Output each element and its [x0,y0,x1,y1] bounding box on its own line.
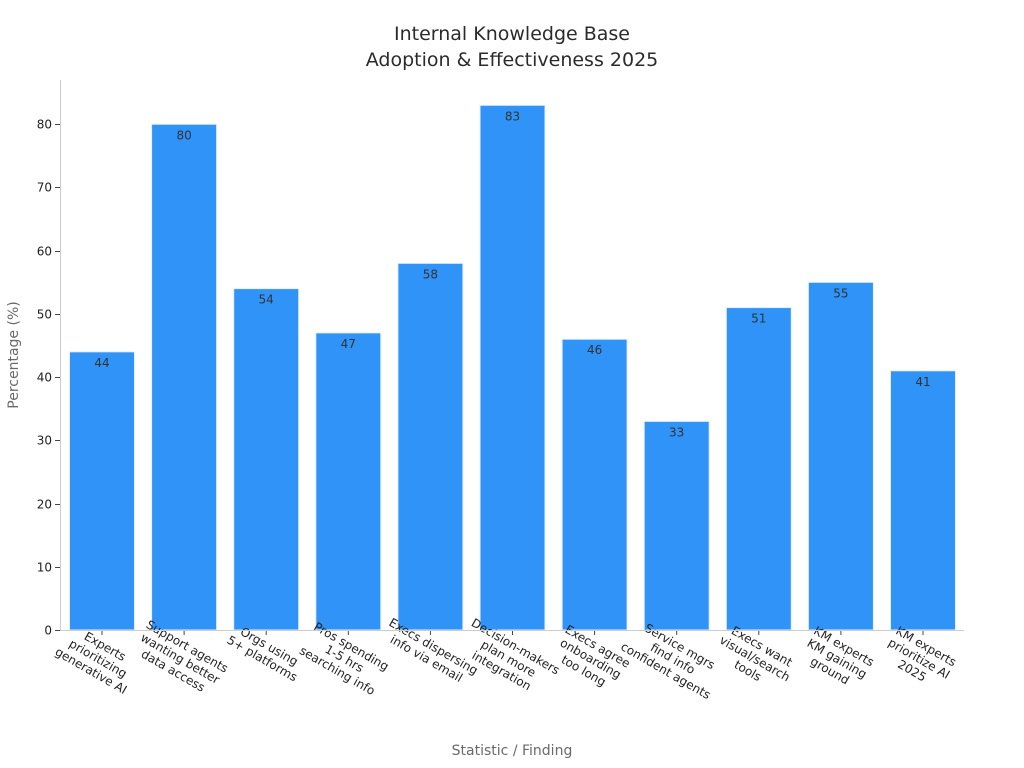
bar-value-label: 41 [915,375,930,389]
bar-value-label: 80 [176,128,191,142]
y-tick-label: 20 [37,498,52,512]
bar-value-label: 46 [587,343,602,357]
bar [643,420,710,631]
y-tick-label: 50 [37,308,52,322]
chart-title: Internal Knowledge Base Adoption & Effec… [366,23,659,71]
x-axis-label: Statistic / Finding [452,743,573,759]
bar-value-label: 83 [505,109,520,123]
y-tick-label: 0 [44,624,52,638]
data-labels: 44 80 54 47 58 83 46 33 51 55 41 [94,109,930,439]
y-tick-label: 30 [37,434,52,448]
y-tick-label: 40 [37,371,52,385]
bar [479,104,546,631]
bar [69,351,135,631]
bar-value-label: 58 [423,267,438,281]
chart-title-line-2: Adoption & Effectiveness 2025 [366,49,659,71]
bar-value-label: 51 [751,312,766,326]
bar [315,332,382,631]
bar [725,307,792,631]
chart-title-line-1: Internal Knowledge Base [394,23,630,45]
y-tick-label: 80 [37,118,52,132]
bar-value-label: 55 [833,286,848,300]
bar-value-label: 33 [669,425,684,439]
bar [807,281,874,631]
bar [233,288,300,631]
bar-value-label: 44 [94,356,109,370]
bars [69,104,956,631]
bar [890,370,956,631]
y-axis-label: Percentage (%) [6,301,22,408]
y-axis-ticks: 0 10 20 30 40 50 60 70 80 [37,118,60,638]
bar [397,262,464,631]
bar-value-label: 47 [341,337,356,351]
bar [561,338,628,631]
y-tick-label: 60 [37,245,52,259]
bar [151,123,218,631]
y-tick-label: 10 [37,561,52,575]
bar-value-label: 54 [259,293,274,307]
y-tick-label: 70 [37,181,52,195]
